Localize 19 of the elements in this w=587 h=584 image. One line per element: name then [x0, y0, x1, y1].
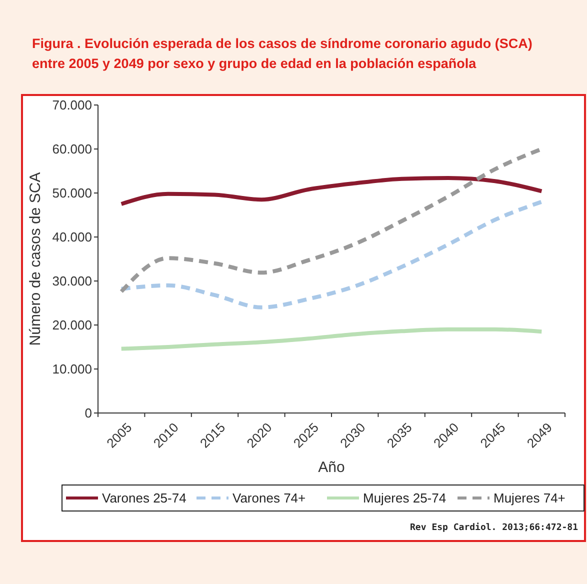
legend-label: Mujeres 74+: [494, 490, 566, 506]
y-tick-label: 0: [84, 406, 92, 421]
x-axis-title: Año: [318, 459, 345, 476]
y-axis-title: Número de casos de SCA: [27, 172, 44, 346]
chart-title: Figura . Evolución esperada de los casos de síndrome coronario agudo (SCA) entre 2005 y 2049 por sexo y grupo de edad en la población española: [32, 36, 532, 71]
y-tick-label: 10.000: [52, 362, 92, 377]
y-tick-label: 50.000: [52, 186, 92, 201]
text: Rev Esp Cardiol. 2013;66:472-81: [410, 522, 578, 533]
y-tick-label: 30.000: [52, 274, 92, 289]
line-series: [119, 176, 544, 206]
y-tick-label: 20.000: [52, 318, 92, 333]
y-tick-label: 40.000: [52, 230, 92, 245]
legend-label: Varones 25-74: [102, 490, 186, 506]
y-tick-label: 60.000: [52, 142, 92, 157]
line-series: [119, 200, 544, 310]
legend-label: Mujeres 25-74: [363, 490, 446, 506]
legend-label: Varones 74+: [232, 490, 306, 506]
line-series: [119, 327, 544, 351]
y-tick-label: 70.000: [52, 98, 92, 113]
